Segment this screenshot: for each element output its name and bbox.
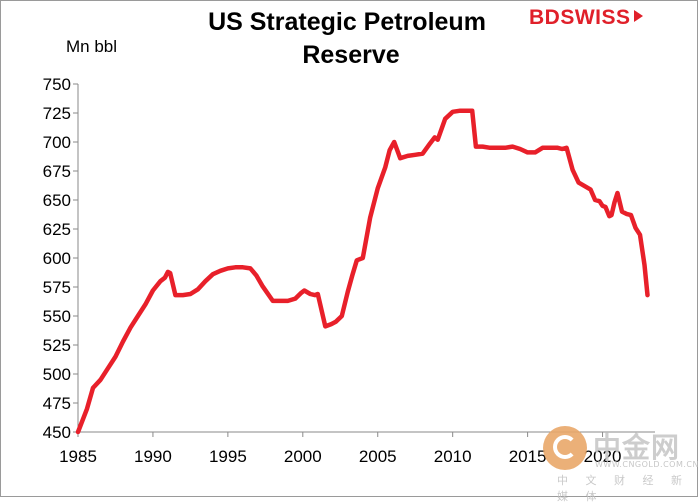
- brand-part-2: SWISS: [560, 6, 631, 29]
- x-tick-label: 2000: [284, 447, 322, 466]
- y-tick-label: 550: [43, 307, 71, 326]
- y-tick-label: 575: [43, 278, 71, 297]
- cngold-watermark: 中金网 WWW.CNGOLD.COM.CN 中 文 财 经 新 媒 体: [543, 424, 698, 503]
- y-tick-label: 525: [43, 336, 71, 355]
- x-tick-label: 1995: [209, 447, 247, 466]
- y-tick-label: 450: [43, 423, 71, 442]
- x-tick-label: 2005: [359, 447, 397, 466]
- x-tick-label: 1990: [134, 447, 172, 466]
- chart-title-line-1: US Strategic Petroleum: [208, 8, 486, 36]
- cngold-logo-icon: [543, 426, 587, 470]
- watermark-name: 中金网: [593, 431, 681, 464]
- x-axis: 1985 1990 1995 2000 2005 2010 2015 2020: [59, 431, 655, 466]
- y-tick-label: 675: [43, 162, 71, 181]
- x-tick-label: 2020: [584, 447, 622, 466]
- chart-title: US Strategic Petroleum Reserve: [208, 8, 486, 69]
- brand-arrow-icon: [633, 10, 643, 23]
- x-tick-label: 2015: [509, 447, 547, 466]
- watermark-subtitle: 中 文 财 经 新 媒 体: [557, 474, 689, 503]
- y-axis-unit-label: Mn bbl: [66, 37, 117, 56]
- y-tick-label: 750: [43, 75, 71, 94]
- y-tick-label: 700: [43, 133, 71, 152]
- series-line-0: [75, 108, 650, 435]
- y-tick-label: 650: [43, 191, 71, 210]
- brand-part-1: BD: [529, 6, 561, 29]
- chart-title-line-2: Reserve: [302, 41, 399, 69]
- x-tick-label: 1985: [59, 447, 97, 466]
- y-tick-label: 625: [43, 220, 71, 239]
- y-tick-label: 475: [43, 394, 71, 413]
- bdswiss-logo: BDSWISS: [529, 6, 643, 30]
- watermark-url: WWW.CNGOLD.COM.CN: [595, 460, 699, 469]
- series-layer: [75, 108, 650, 435]
- y-tick-label: 725: [43, 104, 71, 123]
- y-tick-label: 500: [43, 365, 71, 384]
- y-axis: 450 475 500 525 550 575 600 625 650 675 700 725 750: [43, 75, 79, 442]
- y-tick-label: 600: [43, 249, 71, 268]
- x-tick-label: 2010: [434, 447, 472, 466]
